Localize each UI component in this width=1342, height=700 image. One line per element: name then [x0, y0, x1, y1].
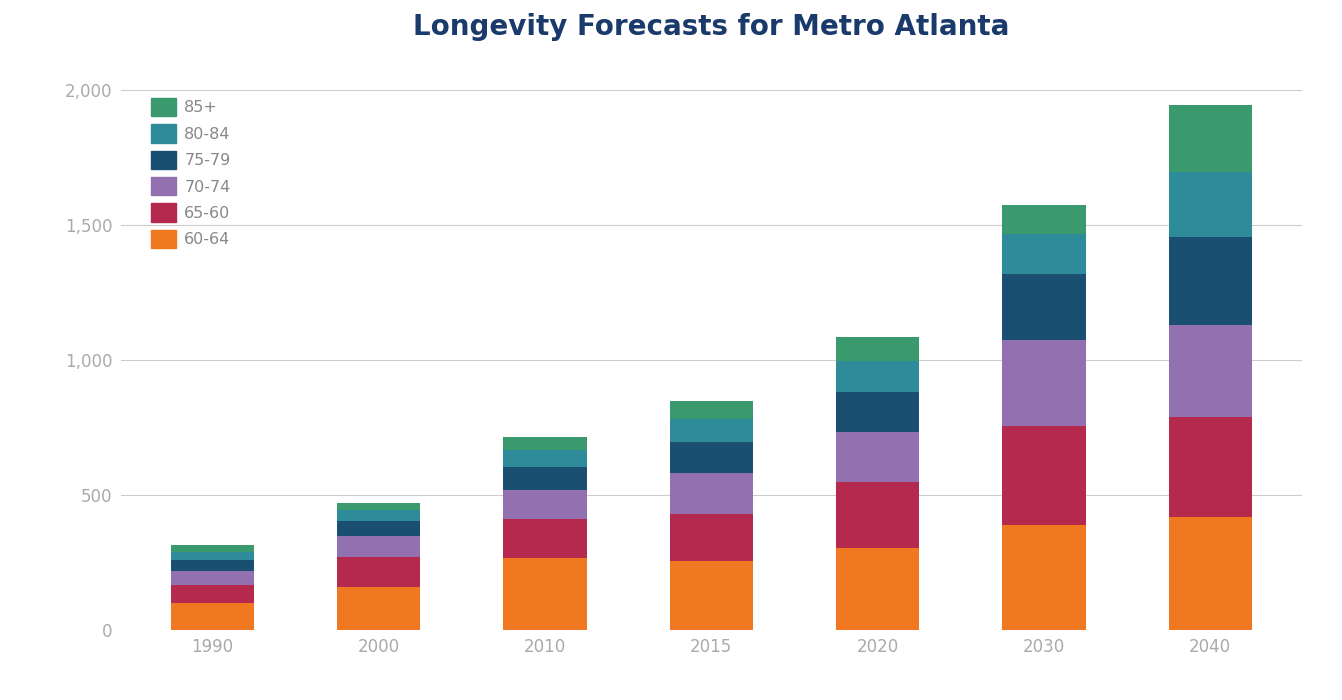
Bar: [670, 561, 753, 630]
Bar: [670, 442, 753, 473]
Bar: [503, 467, 586, 489]
Bar: [836, 431, 919, 482]
Bar: [337, 557, 420, 587]
Bar: [337, 503, 420, 510]
Bar: [503, 451, 586, 467]
Bar: [1169, 517, 1252, 630]
Bar: [503, 559, 586, 630]
Bar: [503, 437, 586, 451]
Bar: [170, 603, 254, 630]
Bar: [503, 489, 586, 519]
Title: Longevity Forecasts for Metro Atlanta: Longevity Forecasts for Metro Atlanta: [413, 13, 1009, 41]
Bar: [1002, 525, 1086, 630]
Bar: [836, 547, 919, 630]
Bar: [1002, 234, 1086, 274]
Bar: [1002, 340, 1086, 426]
Bar: [1002, 204, 1086, 234]
Bar: [337, 587, 420, 630]
Bar: [1002, 274, 1086, 340]
Bar: [170, 560, 254, 570]
Bar: [337, 536, 420, 557]
Bar: [337, 510, 420, 521]
Bar: [170, 552, 254, 560]
Bar: [836, 482, 919, 547]
Bar: [170, 585, 254, 603]
Bar: [836, 393, 919, 431]
Bar: [1169, 172, 1252, 237]
Bar: [503, 519, 586, 559]
Bar: [670, 514, 753, 561]
Bar: [1169, 237, 1252, 325]
Bar: [1002, 426, 1086, 525]
Bar: [1169, 105, 1252, 172]
Bar: [1169, 325, 1252, 416]
Bar: [1169, 416, 1252, 517]
Bar: [670, 419, 753, 442]
Bar: [337, 521, 420, 536]
Legend: 85+, 80-84, 75-79, 70-74, 65-60, 60-64: 85+, 80-84, 75-79, 70-74, 65-60, 60-64: [145, 92, 238, 255]
Bar: [670, 400, 753, 419]
Bar: [170, 545, 254, 552]
Bar: [170, 570, 254, 585]
Bar: [836, 361, 919, 393]
Bar: [836, 337, 919, 361]
Bar: [670, 473, 753, 514]
